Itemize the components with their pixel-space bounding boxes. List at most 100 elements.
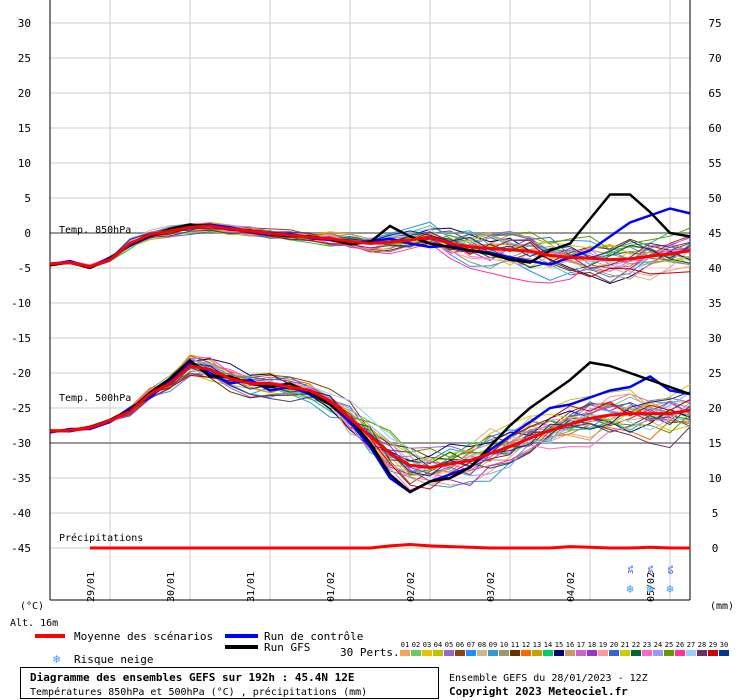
title-box-border [20,667,439,699]
snow-risk-pct: 3% [627,565,635,574]
pert-swatch [543,650,553,656]
pert-swatch [653,650,663,656]
precip-mean-line [90,542,690,550]
left-tick-label: 5 [24,192,31,205]
pert-swatch [697,650,707,656]
footer-line-2: Copyright 2023 Meteociel.fr [449,685,628,698]
pert-swatch [719,650,729,656]
left-tick-label: -25 [11,402,31,415]
snow-icon: ❄ [626,582,633,596]
left-unit-label: (°C) [20,601,44,612]
left-tick-label: -35 [11,472,31,485]
pert-id-label: 27 [687,641,695,649]
date-tick-label: 31/01 [246,572,257,602]
pert-swatch [675,650,685,656]
pert-swatch [587,650,597,656]
footer-line-1: Ensemble GEFS du 28/01/2023 - 12Z [449,673,648,684]
pert-id-label: 06 [456,641,464,649]
pert-id-label: 01 [401,641,409,649]
pert-swatch [521,650,531,656]
pert-swatch [565,650,575,656]
pert-id-label: 26 [676,641,684,649]
pert-850-line [49,223,691,271]
title-line-2: Températures 850hPa et 500hPa (°C) , pré… [30,686,367,698]
left-tick-label: -40 [11,507,31,520]
legend-gfs-label: Run GFS [264,641,310,654]
left-tick-label: 15 [18,122,31,135]
right-tick-label: 35 [708,297,721,310]
snow-risk-pct: 3% [647,565,655,574]
snow-icon: ❄ [666,582,673,596]
pert-id-label: 29 [709,641,717,649]
pert-id-label: 19 [599,641,607,649]
left-tick-label: 10 [18,157,31,170]
left-tick-label: 25 [18,52,31,65]
pert-id-label: 03 [423,641,431,649]
pert-id-label: 22 [632,641,640,649]
date-tick-label: 05/02 [646,572,657,602]
pert-id-label: 15 [555,641,563,649]
pert-swatch [455,650,465,656]
pert-swatch [499,650,509,656]
pert-swatch [631,650,641,656]
pert-id-label: 09 [489,641,497,649]
series-500-line [49,364,691,470]
snow-icon: ❄ [646,582,653,596]
pert-id-label: 20 [610,641,618,649]
snow-risk-pct: 6% [667,565,675,574]
pert-id-label: 23 [643,641,651,649]
altitude-label: Alt. 16m [10,618,58,629]
right-tick-label: 70 [708,52,721,65]
pert-id-label: 30 [720,641,728,649]
pert-swatch [433,650,443,656]
left-tick-label: 20 [18,87,31,100]
right-tick-label: 60 [708,122,721,135]
pert-swatch [488,650,498,656]
date-tick-label: 01/02 [326,572,337,602]
legend-snow-icon: ❄ [53,652,60,666]
right-tick-label: 5 [712,507,719,520]
date-tick-label: 29/01 [86,572,97,602]
title-line-1: Diagramme des ensembles GEFS sur 192h : … [30,671,355,684]
pert-swatch [400,650,410,656]
pert-id-label: 16 [566,641,574,649]
pert-swatch [444,650,454,656]
right-unit-label: (mm) [710,601,734,612]
right-tick-label: 30 [708,332,721,345]
right-tick-label: 75 [708,17,721,30]
right-tick-label: 40 [708,262,721,275]
pert-id-label: 13 [533,641,541,649]
right-tick-label: 45 [708,227,721,240]
pert-850-line [49,229,691,270]
pert-swatch [686,650,696,656]
pert-id-label: 04 [434,641,442,649]
date-tick-label: 03/02 [486,572,497,602]
series-850-line [49,224,691,269]
left-tick-label: -5 [18,262,31,275]
legend: Moyenne des scénarios Run de contrôleRun … [35,630,729,666]
pert-id-label: 24 [654,641,662,649]
pert-id-label: 17 [577,641,585,649]
left-tick-label: 30 [18,17,31,30]
pert-swatch [708,650,718,656]
right-tick-label: 15 [708,437,721,450]
pert-swatch [664,650,674,656]
pert-swatch [620,650,630,656]
pert-swatch [532,650,542,656]
pert-swatch [554,650,564,656]
series-500-line [49,358,691,494]
pert-id-label: 12 [522,641,530,649]
right-tick-label: 50 [708,192,721,205]
left-tick-label: -30 [11,437,31,450]
left-tick-label: -10 [11,297,31,310]
right-tick-label: 10 [708,472,721,485]
left-tick-label: -45 [11,542,31,555]
date-tick-label: 02/02 [406,572,417,602]
pert-id-label: 08 [478,641,486,649]
left-tick-label: -15 [11,332,31,345]
legend-mean-label: Moyenne des scénarios [74,630,213,643]
section-label-850: Temp. 850hPa [59,225,131,236]
pert-id-label: 18 [588,641,596,649]
pert-swatch [411,650,421,656]
right-tick-label: 25 [708,367,721,380]
